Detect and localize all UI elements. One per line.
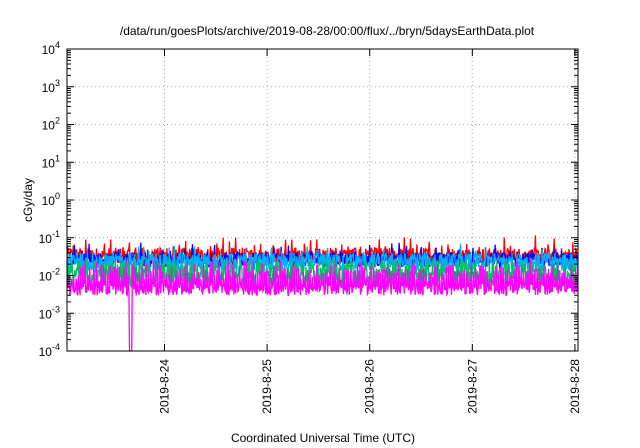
y-tick-label: 103: [42, 78, 60, 95]
x-tick-labels: 2019-8-24 2019-8-25 2019-8-26 2019-8-27 2019…: [157, 359, 581, 414]
y-tick-label: 10-1: [39, 229, 60, 246]
y-axis-label: cGy/day: [21, 178, 35, 222]
series-lines: [66, 235, 579, 352]
x-tick-label: 2019-8-27: [465, 359, 479, 414]
y-tick-label: 10-4: [39, 342, 60, 359]
series-line: [66, 259, 579, 352]
x-tick-label: 2019-8-28: [568, 359, 582, 414]
x-tick-label: 2019-8-25: [260, 359, 274, 414]
y-tick-label: 10-3: [39, 304, 60, 321]
grid-lines: [67, 49, 578, 351]
x-axis-label: Coordinated Universal Time (UTC): [231, 431, 415, 445]
y-tick-label: 104: [42, 40, 60, 57]
axis-ticks: [67, 48, 578, 352]
x-tick-label: 2019-8-24: [157, 359, 171, 414]
chart-title: /data/run/goesPlots/archive/2019-08-28/0…: [120, 24, 535, 38]
y-tick-label: 100: [42, 191, 60, 208]
y-tick-label: 10-2: [39, 267, 60, 284]
x-tick-label: 2019-8-26: [363, 359, 377, 414]
plot-frame: [66, 48, 579, 352]
y-tick-label: 101: [42, 153, 60, 170]
y-tick-label: 102: [42, 116, 60, 133]
y-tick-labels: 10-4 10-3 10-2 10-1 100 101 102 103 104: [39, 40, 60, 359]
